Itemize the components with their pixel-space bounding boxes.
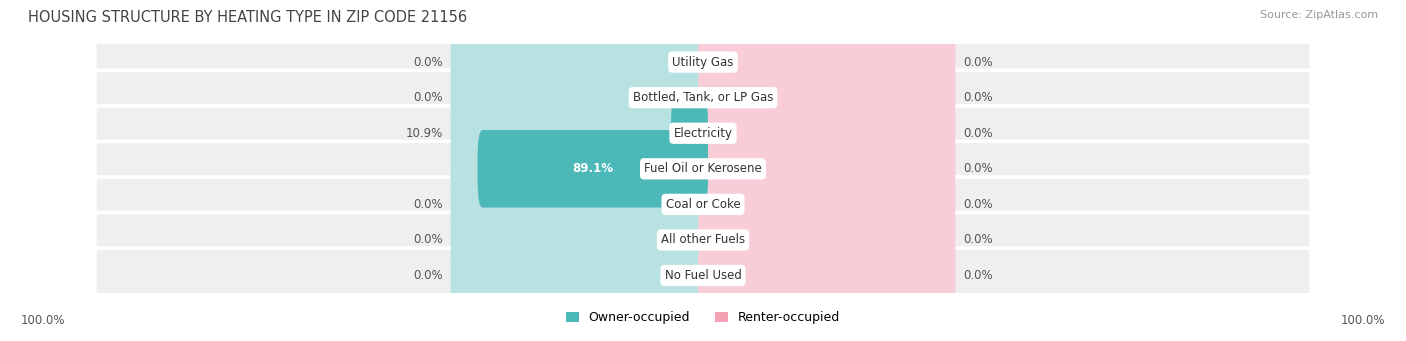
FancyBboxPatch shape xyxy=(450,130,709,208)
FancyBboxPatch shape xyxy=(450,23,709,101)
Text: 89.1%: 89.1% xyxy=(572,162,613,175)
FancyBboxPatch shape xyxy=(450,201,709,279)
FancyBboxPatch shape xyxy=(450,237,709,314)
Text: Fuel Oil or Kerosene: Fuel Oil or Kerosene xyxy=(644,162,762,175)
FancyBboxPatch shape xyxy=(94,35,1312,89)
Text: No Fuel Used: No Fuel Used xyxy=(665,269,741,282)
FancyBboxPatch shape xyxy=(450,59,709,136)
Text: Source: ZipAtlas.com: Source: ZipAtlas.com xyxy=(1260,10,1378,20)
FancyBboxPatch shape xyxy=(478,130,709,208)
FancyBboxPatch shape xyxy=(697,166,956,243)
Text: Coal or Coke: Coal or Coke xyxy=(665,198,741,211)
Text: 0.0%: 0.0% xyxy=(963,269,993,282)
Text: Bottled, Tank, or LP Gas: Bottled, Tank, or LP Gas xyxy=(633,91,773,104)
Text: 0.0%: 0.0% xyxy=(963,91,993,104)
FancyBboxPatch shape xyxy=(697,94,956,172)
Legend: Owner-occupied, Renter-occupied: Owner-occupied, Renter-occupied xyxy=(567,311,839,324)
FancyBboxPatch shape xyxy=(94,212,1312,267)
Text: 0.0%: 0.0% xyxy=(963,127,993,140)
FancyBboxPatch shape xyxy=(697,130,956,208)
Text: 100.0%: 100.0% xyxy=(21,314,66,327)
FancyBboxPatch shape xyxy=(697,59,956,136)
Text: Electricity: Electricity xyxy=(673,127,733,140)
FancyBboxPatch shape xyxy=(671,94,709,172)
FancyBboxPatch shape xyxy=(94,106,1312,161)
FancyBboxPatch shape xyxy=(94,70,1312,125)
Text: 0.0%: 0.0% xyxy=(963,56,993,69)
Text: 0.0%: 0.0% xyxy=(413,234,443,247)
Text: All other Fuels: All other Fuels xyxy=(661,234,745,247)
Text: 0.0%: 0.0% xyxy=(413,91,443,104)
FancyBboxPatch shape xyxy=(94,248,1312,303)
Text: 0.0%: 0.0% xyxy=(413,269,443,282)
Text: 10.9%: 10.9% xyxy=(406,127,443,140)
Text: HOUSING STRUCTURE BY HEATING TYPE IN ZIP CODE 21156: HOUSING STRUCTURE BY HEATING TYPE IN ZIP… xyxy=(28,10,467,25)
FancyBboxPatch shape xyxy=(450,94,709,172)
Text: 0.0%: 0.0% xyxy=(963,198,993,211)
Text: 100.0%: 100.0% xyxy=(1340,314,1385,327)
FancyBboxPatch shape xyxy=(697,201,956,279)
FancyBboxPatch shape xyxy=(697,237,956,314)
FancyBboxPatch shape xyxy=(697,23,956,101)
Text: 0.0%: 0.0% xyxy=(413,198,443,211)
Text: 0.0%: 0.0% xyxy=(963,162,993,175)
Text: Utility Gas: Utility Gas xyxy=(672,56,734,69)
Text: 0.0%: 0.0% xyxy=(413,56,443,69)
FancyBboxPatch shape xyxy=(450,166,709,243)
FancyBboxPatch shape xyxy=(94,177,1312,232)
Text: 0.0%: 0.0% xyxy=(963,234,993,247)
FancyBboxPatch shape xyxy=(94,142,1312,196)
